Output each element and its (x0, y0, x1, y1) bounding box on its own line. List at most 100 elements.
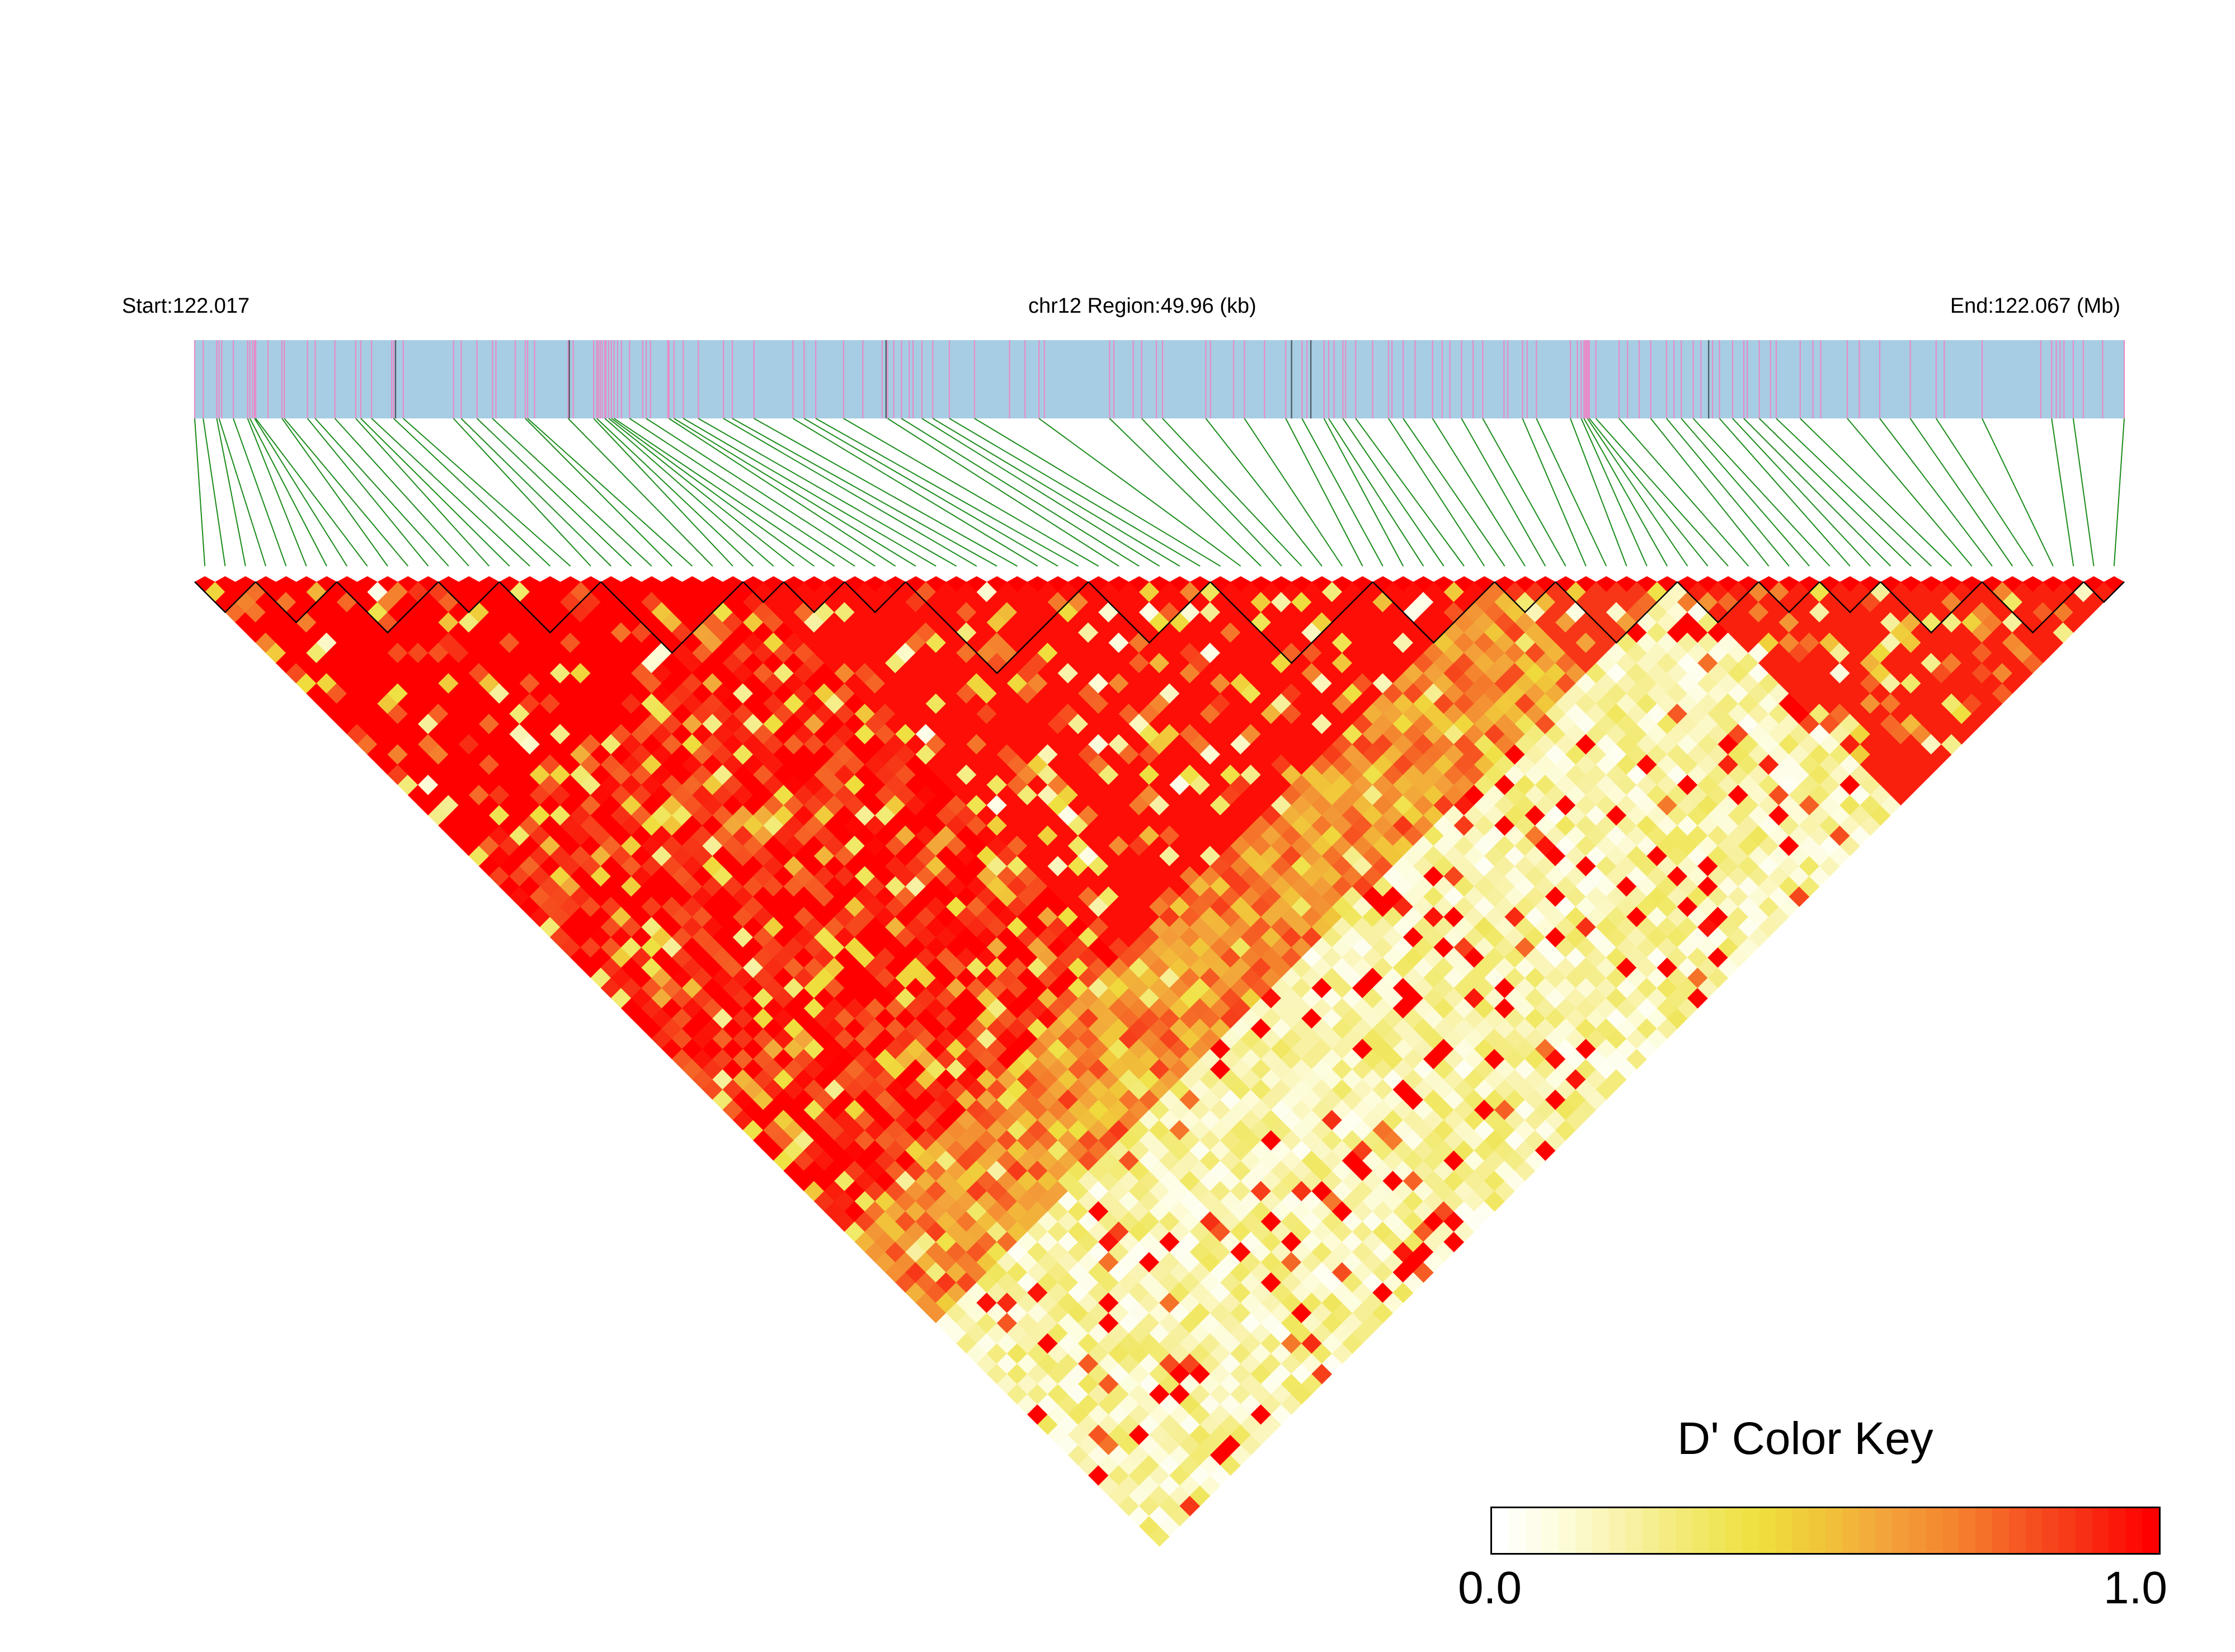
snp-connector (281, 418, 388, 567)
snp-connector (1650, 418, 1770, 567)
snp-connector (1323, 418, 1404, 567)
snp-connector (1285, 418, 1363, 567)
region-size-label: chr12 Region:49.96 (kb) (1028, 294, 1257, 318)
color-key-swatch (1892, 1508, 1909, 1553)
snp-connector (1355, 418, 1465, 567)
snp-connector (403, 418, 571, 567)
color-key-swatch (1858, 1508, 1876, 1553)
snp-connector (674, 418, 916, 567)
snp-connector (1244, 418, 1343, 567)
color-key-swatch (1658, 1508, 1676, 1553)
color-key-swatch (2008, 1508, 2026, 1553)
snp-connector (1595, 418, 1729, 567)
snp-connector (1205, 418, 1323, 567)
snp-connector (974, 418, 1221, 567)
color-key-swatch (2025, 1508, 2043, 1553)
snp-connector (1482, 418, 1566, 567)
snp-connector (194, 418, 206, 567)
color-key-swatch (1525, 1508, 1542, 1553)
gene-track-bar (195, 340, 2124, 418)
color-key-swatch (1758, 1508, 1776, 1553)
snp-connector (1935, 418, 2034, 567)
snp-connector (203, 418, 226, 567)
snp-connector (629, 418, 855, 567)
color-key-bar (1490, 1507, 2161, 1555)
snp-connector (803, 418, 1058, 567)
snp-connector (1847, 418, 1973, 567)
snp-connector (492, 418, 652, 567)
snp-connector (1909, 418, 2013, 567)
color-key-swatch (1942, 1508, 1959, 1553)
snp-connector (1432, 418, 1526, 567)
color-key-swatch (2142, 1508, 2159, 1553)
snp-connector (1461, 418, 1546, 567)
snp-connector (732, 418, 997, 567)
color-key-swatch (1542, 1508, 1559, 1553)
snp-connector (2113, 418, 2125, 567)
snp-connector (360, 418, 510, 567)
snp-connector (683, 418, 937, 567)
region-start-label: Start:122.017 (122, 294, 250, 318)
region-end-label: End:122.067 (Mb) (1950, 294, 2120, 318)
snp-connector (1879, 418, 1993, 567)
color-key-swatch (1625, 1508, 1643, 1553)
snp-connector (1141, 418, 1282, 567)
snp-connector (1162, 418, 1302, 567)
snp-connector (1388, 418, 1485, 567)
snp-connector (218, 418, 267, 567)
color-key-swatch (2042, 1508, 2059, 1553)
color-key-swatch (1959, 1508, 1976, 1553)
snp-connector (460, 418, 611, 567)
snp-connector (1758, 418, 1912, 567)
snp-connector (1982, 418, 2054, 567)
snp-connector (698, 418, 957, 567)
snp-connector (932, 418, 1180, 567)
snp-connector (1776, 418, 1932, 567)
snp-connector (1800, 418, 1952, 567)
snp-connector (1589, 418, 1709, 567)
snp-connector (669, 418, 896, 567)
color-key-swatch (1809, 1508, 1825, 1553)
snp-connector (314, 418, 449, 567)
snp-connector (611, 418, 815, 567)
snp-connector (254, 418, 348, 567)
snp-connector (1570, 418, 1627, 567)
snp-connector (1618, 418, 1749, 567)
snp-connector (2072, 418, 2095, 567)
snp-connector (1342, 418, 1444, 567)
color-key-swatch (1925, 1508, 1942, 1553)
snp-connector (393, 418, 551, 567)
snp-connector (1743, 418, 1891, 567)
color-key-swatch (1492, 1508, 1509, 1553)
color-key-swatch (1792, 1508, 1809, 1553)
snp-connector (1580, 418, 1648, 567)
color-key-swatch (1642, 1508, 1659, 1553)
snp-connectors (194, 418, 2125, 567)
snp-connector (1587, 418, 1688, 567)
snp-connector (284, 418, 408, 567)
snp-connector (1109, 418, 1262, 567)
snp-connector (1522, 418, 1587, 567)
color-key-title: D' Color Key (1677, 1413, 1933, 1464)
color-key-swatch (1875, 1508, 1893, 1553)
color-key-swatch (1508, 1508, 1526, 1553)
snp-connector (247, 418, 307, 567)
snp-connector (604, 418, 774, 567)
snp-connector (334, 418, 469, 567)
color-key-swatch (2125, 1508, 2143, 1553)
snp-connector (453, 418, 591, 567)
snp-connector (921, 418, 1160, 567)
snp-connector (792, 418, 1038, 567)
snp-connector (1038, 418, 1241, 567)
color-key-swatch (1992, 1508, 2009, 1553)
snp-connector (567, 418, 713, 567)
color-key-swatch (1592, 1508, 1609, 1553)
snp-connector (527, 418, 693, 567)
snp-connector (815, 418, 1079, 567)
color-key-swatch (1608, 1508, 1626, 1553)
snp-connector (1732, 418, 1871, 567)
snp-connector (1583, 418, 1668, 567)
snp-connector (646, 418, 876, 567)
color-key-swatch (1725, 1508, 1742, 1553)
